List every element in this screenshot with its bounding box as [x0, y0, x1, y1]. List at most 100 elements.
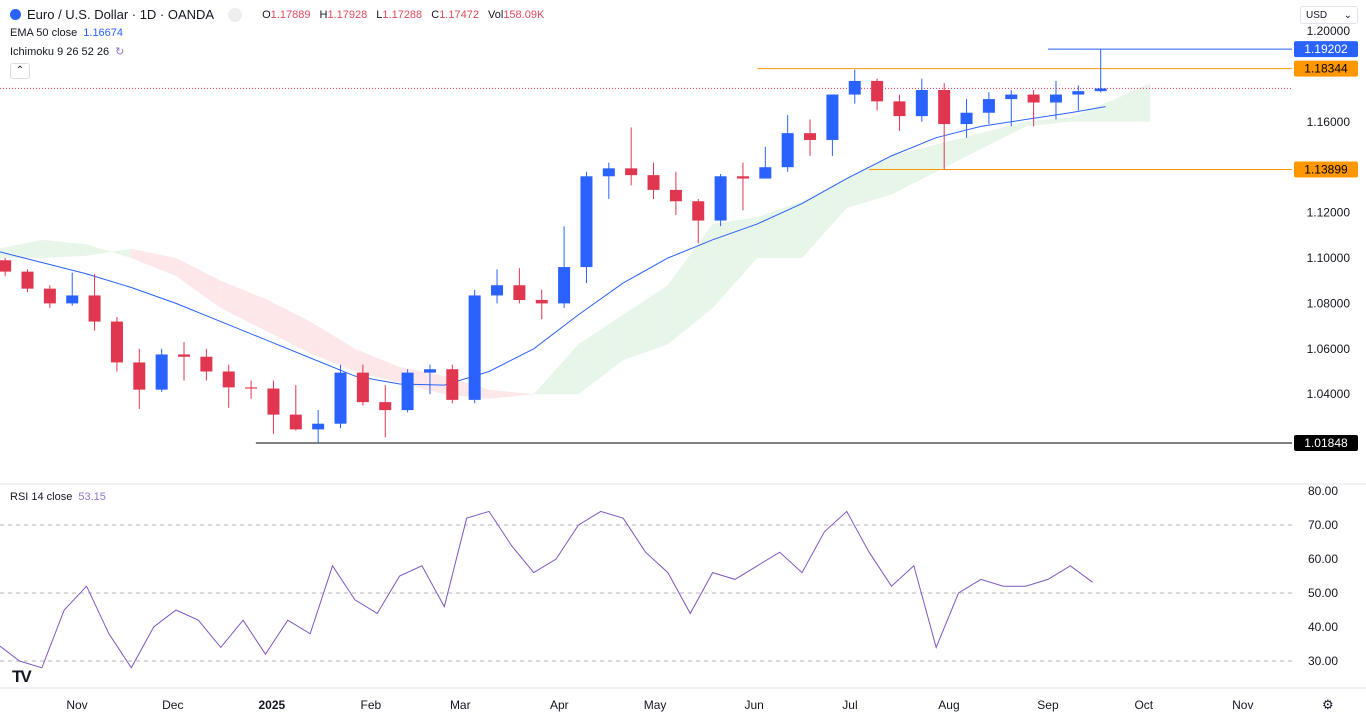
collapse-legend-button[interactable]: ⌃ — [10, 63, 30, 79]
ichimoku-cloud-segment — [667, 223, 713, 345]
high-value: 1.17928 — [327, 8, 368, 21]
ichimoku-cloud-segment — [802, 178, 847, 258]
candle-body — [602, 168, 615, 177]
candle-body — [781, 133, 794, 168]
rsi-line — [0, 510, 1093, 669]
symbol-legend: Euro / U.S. Dollar · 1D · OANDA O1.17889… — [10, 7, 544, 22]
ichimoku-cloud-segment — [1070, 99, 1116, 122]
candle-body — [915, 90, 928, 117]
vol-value: 158.09K — [503, 8, 545, 21]
ichimoku-cloud-segment — [489, 389, 534, 399]
time-tick-label: Jul — [842, 698, 857, 712]
candle-body — [222, 371, 235, 388]
level-price-tag — [1294, 435, 1358, 452]
level-price-label: 1.01848 — [1304, 436, 1348, 450]
candle-body — [759, 167, 772, 179]
rsi-tick-label: 80.00 — [1308, 484, 1338, 498]
candle-body — [982, 99, 995, 113]
candle-body — [200, 356, 213, 372]
currency-flag-icon — [10, 9, 21, 20]
level-price-tag — [1294, 161, 1358, 178]
time-tick-label: Sep — [1037, 698, 1059, 712]
ema-legend[interactable]: EMA 50 close 1.16674 — [10, 27, 123, 39]
level-price-tag — [1294, 41, 1358, 58]
market-status-icon — [228, 7, 243, 22]
level-price-tag — [1294, 60, 1358, 77]
ichimoku-cloud-segment — [533, 344, 579, 395]
candle-body — [0, 260, 12, 272]
candle-body — [1072, 91, 1085, 95]
candle-body — [491, 285, 504, 296]
ema-label: EMA 50 close — [10, 27, 78, 39]
rsi-tick-label: 70.00 — [1308, 518, 1338, 532]
price-tick-label: 1.10000 — [1307, 251, 1351, 265]
candle-body — [804, 133, 817, 140]
time-tick-label: Nov — [1232, 698, 1253, 712]
ichimoku-label: Ichimoku 9 26 52 26 — [10, 45, 110, 58]
ichimoku-cloud-segment — [86, 244, 132, 258]
open-label: O — [262, 8, 271, 21]
rsi-value: 53.15 — [78, 491, 106, 503]
price-tick-label: 1.04000 — [1307, 387, 1351, 401]
candle-body — [356, 372, 369, 403]
candle-body — [714, 176, 727, 221]
candle-body — [692, 201, 705, 221]
close-value: 1.17472 — [439, 8, 479, 21]
currency-select[interactable]: USD ⌄ — [1300, 6, 1358, 24]
price-tick-label: 1.20000 — [1307, 24, 1351, 38]
candle-body — [625, 168, 638, 176]
candle-body — [245, 387, 258, 389]
ichimoku-legend[interactable]: Ichimoku 9 26 52 26 ↻ — [10, 45, 124, 59]
settings-icon[interactable]: ⚙ — [1322, 697, 1334, 712]
ichimoku-cloud-segment — [757, 201, 803, 258]
candle-body — [88, 295, 101, 322]
ichimoku-cloud-segment — [846, 155, 892, 209]
rsi-tick-label: 50.00 — [1308, 586, 1338, 600]
tradingview-logo[interactable]: TV — [12, 667, 32, 686]
ichimoku-cloud-segment — [936, 133, 981, 172]
price-tick-label: 1.06000 — [1307, 342, 1351, 356]
close-label: C — [431, 8, 440, 21]
candle-body — [21, 271, 34, 289]
ichimoku-cloud-segment — [310, 321, 355, 372]
candle-body — [178, 354, 191, 357]
open-value: 1.17889 — [270, 8, 311, 21]
ichimoku-cloud-segment — [265, 298, 311, 354]
price-tick-label: 1.16000 — [1307, 115, 1351, 129]
candle-body — [110, 321, 123, 363]
level-price-label: 1.13899 — [1304, 162, 1348, 176]
candle-body — [468, 295, 481, 400]
candle-body — [43, 288, 56, 304]
candle-body — [736, 176, 749, 179]
candle-body — [1094, 88, 1107, 92]
ichimoku-cloud-segment — [712, 217, 758, 308]
price-tick-label: 1.12000 — [1307, 206, 1351, 220]
candle-body — [848, 80, 861, 95]
candle-body — [558, 267, 571, 304]
candle-body — [1005, 94, 1018, 100]
ichimoku-cloud-segment — [1025, 117, 1071, 127]
ichimoku-cloud-segment — [176, 258, 221, 308]
candle-body — [535, 299, 548, 304]
level-price-label: 1.18344 — [1304, 62, 1348, 76]
time-tick-label: Jun — [744, 698, 763, 712]
ichimoku-cloud-segment — [1115, 83, 1151, 122]
candle-body — [379, 402, 392, 411]
price-tick-label: 1.08000 — [1307, 296, 1351, 310]
low-value: 1.17288 — [382, 8, 423, 21]
candle-body — [1027, 94, 1040, 103]
candle-body — [155, 354, 168, 390]
rsi-tick-label: 60.00 — [1308, 552, 1338, 566]
rsi-legend[interactable]: RSI 14 close 53.15 — [10, 491, 106, 503]
ichimoku-cloud-segment — [980, 121, 1026, 150]
symbol-title[interactable]: Euro / U.S. Dollar · 1D · OANDA — [27, 7, 215, 22]
time-tick-label: May — [644, 698, 667, 712]
currency-value: USD — [1306, 10, 1328, 21]
time-tick-label: Oct — [1134, 698, 1153, 712]
ichimoku-cloud-segment — [41, 239, 87, 258]
time-tick-label: Mar — [450, 698, 471, 712]
ichimoku-cloud-segment — [623, 285, 668, 361]
candle-body — [446, 369, 459, 400]
time-tick-label: Apr — [550, 698, 569, 712]
